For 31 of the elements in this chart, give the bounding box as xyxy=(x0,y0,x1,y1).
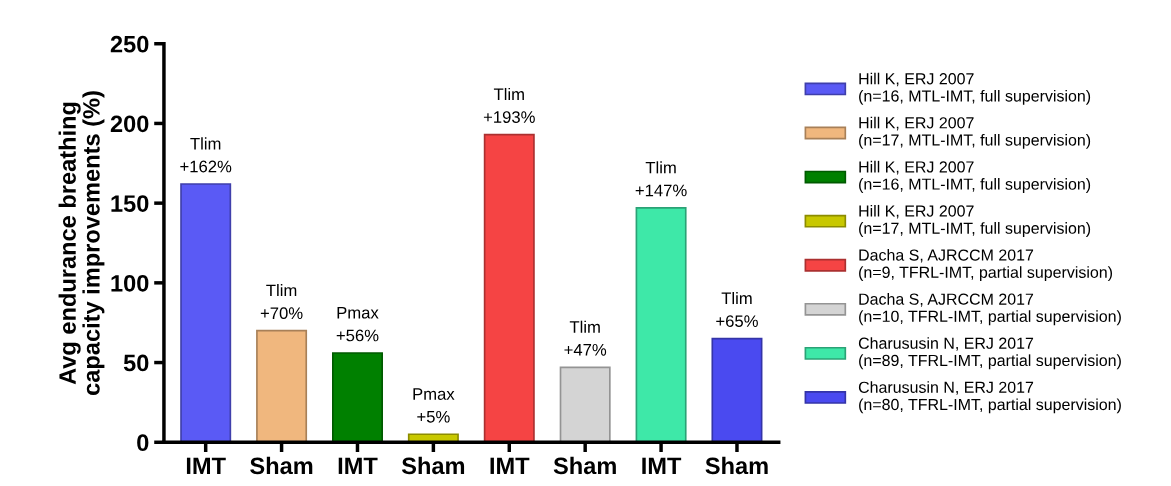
legend-label: Dacha S, AJRCCM 2017 (n=10, TFRL-IMT, partial supervision) xyxy=(859,293,1121,326)
legend-label: Hill K, ERJ 2007 (n=16, MTL-IMT, full supervision) xyxy=(859,160,1091,193)
x-tick-label: IMT xyxy=(186,457,226,474)
legend-label: Dacha S, AJRCCM 2017 (n=9, TFRL-IMT, partial supervision) xyxy=(859,248,1113,282)
y-tick-label: 250 xyxy=(110,35,149,53)
data-label: Tlim +47% xyxy=(564,320,607,356)
y-tick-label: 150 xyxy=(111,195,149,212)
legend-label: Hill K, ERJ 2007 (n=16, MTL-IMT, full supervision) xyxy=(859,72,1091,105)
data-label: Tlim +65% xyxy=(716,291,758,328)
data-label: Tlim +147% xyxy=(635,161,687,197)
y-tick-label: 200 xyxy=(110,115,149,133)
data-label: Pmax +56% xyxy=(336,306,379,342)
y-tick-label: 50 xyxy=(123,354,149,372)
x-tick-label: IMT xyxy=(338,457,378,474)
x-tick-label: Sham xyxy=(705,456,768,475)
y-tick-label: 100 xyxy=(111,274,149,292)
data-label: Tlim +70% xyxy=(260,284,303,320)
x-tick-label: IMT xyxy=(490,457,530,474)
legend-label: Hill K, ERJ 2007 (n=17, MTL-IMT, full supervision) xyxy=(859,204,1091,238)
x-tick-label: IMT xyxy=(642,457,682,474)
legend-label: Hill K, ERJ 2007 (n=17, MTL-IMT, full supervision) xyxy=(859,116,1091,149)
x-tick-label: Sham xyxy=(553,456,616,475)
data-label: Tlim +193% xyxy=(483,87,535,123)
legend-label: Charususin N, ERJ 2017 (n=80, TFRL-IMT, partial supervision) xyxy=(858,381,1121,414)
data-label: Tlim +162% xyxy=(180,137,232,173)
y-tick-label: 0 xyxy=(137,434,149,452)
y-axis-title: Avg endurance breathing capacity improvements (%) xyxy=(58,91,105,395)
x-tick-label: Sham xyxy=(250,456,313,475)
legend-label: Charususin N, ERJ 2017 (n=89, TFRL-IMT, partial supervision) xyxy=(858,337,1121,370)
x-tick-label: Sham xyxy=(401,456,465,475)
data-label: Pmax +5% xyxy=(413,388,455,423)
